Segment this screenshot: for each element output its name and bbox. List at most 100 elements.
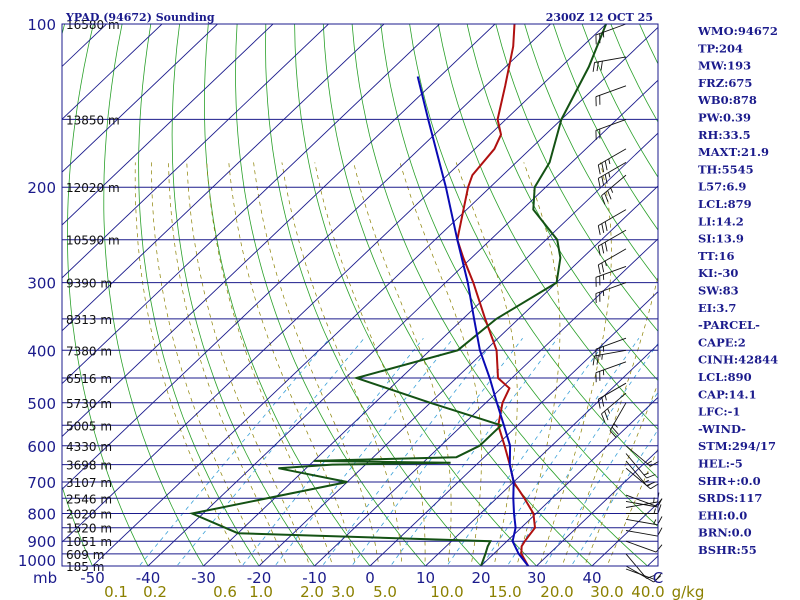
moist-adiabat (206, 162, 333, 566)
isotherm (62, 24, 441, 385)
wind-barb (597, 148, 627, 175)
wind-barb-half-flag (604, 260, 607, 267)
wind-barb-half-flag (647, 460, 653, 465)
wind-barbs (592, 23, 663, 583)
height-label: 5730 m (66, 397, 112, 411)
mixing-ratio-line (274, 337, 454, 566)
wind-barb (592, 56, 627, 72)
height-label: 5005 m (66, 419, 112, 433)
wind-barb-flag (601, 244, 605, 254)
index-value: SHR+:0.0 (698, 474, 761, 488)
height-label: 6516 m (66, 372, 112, 386)
index-value: LI:14.2 (698, 214, 744, 228)
index-value: CAPE:2 (698, 335, 746, 349)
index-value: BSHR:55 (698, 543, 757, 557)
mixing-ratio-line (176, 337, 365, 566)
wind-barb-staff (625, 445, 651, 467)
height-label: 2546 m (66, 492, 112, 506)
wind-barb-flag (646, 574, 656, 579)
mixing-ratio-line (481, 337, 640, 566)
isotherm (480, 396, 658, 566)
index-value: SI:13.9 (698, 232, 744, 246)
mixing-ratio-label: 20.0 (540, 583, 573, 600)
moist-adiabat (134, 162, 242, 566)
wind-barb-flag (597, 399, 601, 409)
mixing-ratio-label: 5.0 (373, 583, 397, 600)
height-label: 2020 m (66, 508, 112, 522)
wind-barb-flag (600, 61, 603, 71)
wind-barb-staff (609, 402, 627, 431)
isotherm (62, 24, 496, 438)
wind-barb-flag (601, 413, 606, 423)
grid (62, 24, 658, 566)
index-value: SW:83 (698, 284, 739, 298)
temperature-tick-label: -20 (247, 569, 272, 587)
wind-barb-flag (611, 426, 619, 435)
isotherm (369, 291, 658, 566)
wind-barb-staff (595, 361, 627, 374)
index-value: -WIND- (698, 422, 746, 436)
isotherm (147, 79, 658, 566)
pressure-tick-label: 500 (27, 395, 56, 413)
moist-adiabat (561, 275, 658, 566)
moist-adiabat (151, 162, 265, 566)
height-label: 609 m (66, 548, 104, 562)
wind-barb-flag (592, 355, 595, 366)
wind-barb-staff (625, 500, 658, 508)
isotherm (202, 132, 658, 566)
index-value: BRN:0.0 (698, 526, 752, 540)
height-label: 13850 m (66, 113, 120, 127)
wind-barb (597, 229, 627, 256)
index-value: LCL:890 (698, 370, 752, 384)
mixing-ratio-label: 2.0 (300, 583, 324, 600)
wind-barb-flag (604, 411, 609, 421)
moist-adiabat (399, 162, 482, 566)
temperature-tick-label: -50 (80, 569, 105, 587)
wind-barb-staff (625, 540, 657, 553)
mixing-ratio-label: 15.0 (488, 583, 521, 600)
wind-barb-staff (595, 85, 627, 98)
wind-barb (595, 23, 627, 45)
wind-barb (625, 494, 663, 507)
wind-barb-flag (601, 176, 605, 186)
mixing-ratio-line (138, 337, 331, 566)
wind-barb-half-flag (613, 423, 618, 428)
mixing-ratio-line (570, 429, 658, 566)
wind-barb-half-flag (607, 408, 611, 414)
mixing-ratio-label: 30.0 (590, 583, 623, 600)
mixing-ratio-label: 3.0 (331, 583, 355, 600)
isotherm (62, 24, 552, 490)
wind-barb-flag (597, 164, 601, 175)
wind-barb-staff (598, 148, 627, 166)
pressure-tick-label: 600 (27, 438, 56, 456)
wind-barb-staff (625, 494, 657, 507)
index-value: CAP:14.1 (698, 387, 757, 401)
isotherm (62, 24, 607, 543)
wind-barb-flag (609, 430, 617, 438)
pressure-tick-label: 400 (27, 342, 56, 360)
mixing-ratio-label: 0.1 (104, 583, 128, 600)
pressure-unit-label: mb (33, 569, 57, 587)
wind-barb-flag (604, 192, 609, 203)
wind-barb-flag (604, 160, 608, 171)
temperature-line (456, 24, 537, 566)
plot-area (62, 24, 658, 566)
index-value: WMO:94672 (697, 24, 778, 38)
height-label: 12020 m (66, 181, 120, 195)
wind-barb (597, 162, 627, 188)
pressure-tick-label: 100 (27, 16, 56, 34)
temperature-tick-label: 20 (471, 569, 490, 587)
temperature-tick-label: 30 (527, 569, 546, 587)
wind-barb-flag (597, 246, 601, 256)
mixing-ratio-line (351, 337, 523, 566)
wind-barb (601, 392, 627, 423)
mixing-ratio-label: 0.6 (213, 583, 237, 600)
isotherm (424, 343, 658, 566)
wind-barb-flag (596, 355, 599, 365)
wind-barb (625, 460, 656, 486)
height-label: 8313 m (66, 313, 112, 327)
index-value: TP:204 (698, 41, 743, 55)
mixing-ratio-line (241, 337, 424, 566)
isotherm (313, 238, 658, 566)
